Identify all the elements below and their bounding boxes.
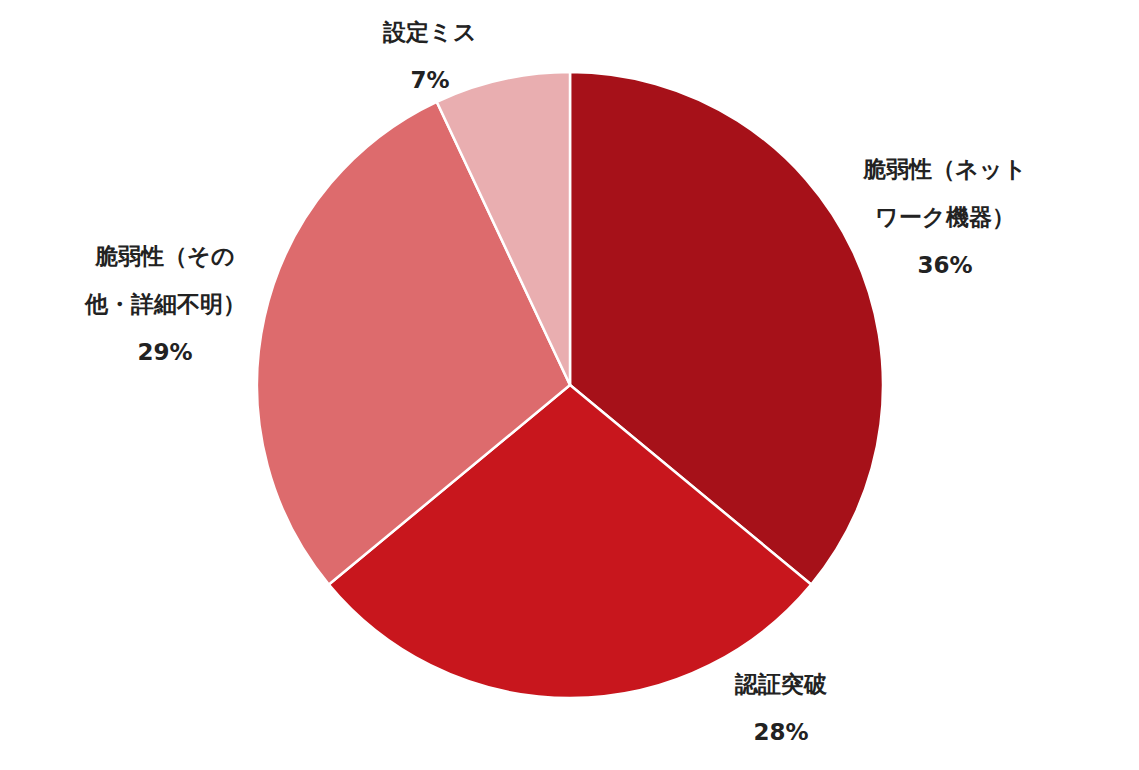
category-label: 脆弱性（その他・詳細不明） [84,243,246,317]
chart: 脆弱性（ネットワーク機器） 36% 認証突破 28% 脆弱性（その他・詳細不明） 29% 設… [0,0,1139,770]
slice [437,72,570,385]
value-label: 7% [410,67,449,93]
category-label: 認証突破 [734,671,828,697]
labels: 脆弱性（ネットワーク機器） 36% 認証突破 28% 脆弱性（その他・詳細不明） 29% 設… [84,19,1028,745]
value-label: 36% [917,252,972,278]
category-label: 設定ミス [382,19,477,45]
value-label: 28% [753,719,808,745]
value-label: 29% [137,339,192,365]
slices [257,72,883,698]
category-label: 脆弱性（ネットワーク機器） [862,156,1027,230]
